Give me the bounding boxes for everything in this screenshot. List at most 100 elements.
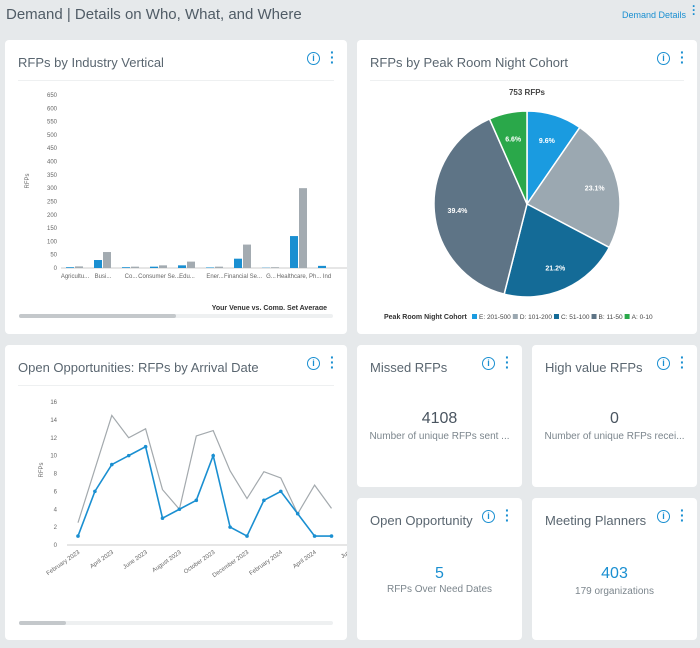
pie-slice [433, 117, 528, 296]
menu[interactable]: · · · [505, 502, 510, 528]
x-tick-label: February 2024 [249, 549, 285, 577]
bar [66, 267, 74, 268]
pie-slice [503, 202, 611, 298]
line-point [312, 534, 317, 538]
bar [187, 261, 195, 268]
bar [75, 266, 83, 268]
x-tick-label: February 2023 [46, 549, 82, 577]
y-tick-label: 650 [47, 93, 58, 99]
y-tick-label: 16 [50, 400, 57, 406]
y-tick-label: 300 [47, 186, 58, 192]
y-tick-label: 6 [54, 489, 58, 495]
kpi-card: Missed RFPs i · · · 4108 Number of unique … [357, 345, 522, 487]
line-point [211, 453, 215, 458]
y-tick-label: 4 [54, 507, 58, 513]
legend-label: C: 51-100 [561, 314, 590, 321]
legend-swatch [512, 314, 518, 319]
panel: RFPs by Industry Vertical i · · · 0 50 100 15… [5, 40, 347, 334]
x-tick-label: October 2023 [183, 549, 217, 575]
card-value: 0 [610, 410, 619, 427]
y-tick-label: 14 [50, 418, 57, 424]
menu[interactable]: · · · [330, 44, 335, 70]
slice-label: 9.6% [539, 138, 556, 145]
info-icon[interactable]: i [657, 357, 670, 370]
kpi-card: High value RFPs i · · · 0 Number of unique… [532, 345, 697, 487]
card-title: Open Opportunity [370, 513, 473, 528]
pie-slice [525, 126, 621, 249]
slice-label: 39.4% [448, 208, 469, 215]
line-point [295, 511, 300, 516]
line-point [76, 534, 80, 538]
y-axis-label: RFPs [25, 174, 31, 189]
legend-swatch [472, 314, 477, 319]
x-tick-label: August 2023 [151, 549, 183, 574]
bar [206, 267, 214, 268]
y-tick-label: 550 [47, 120, 58, 126]
line-point [279, 489, 283, 494]
page-menu[interactable]: · · · [692, 0, 696, 21]
x-tick-label: Healthcare, Ph... [277, 274, 322, 280]
line-point [93, 489, 97, 494]
bar [159, 265, 167, 268]
card-value: 5 [435, 565, 444, 582]
bar [122, 267, 130, 268]
divider [18, 80, 334, 81]
y-tick-label: 450 [47, 146, 58, 152]
bar [94, 260, 102, 268]
chart: 0 2 4 6 8 10 12 14 16 RFPs February 2023 April 2023… [39, 400, 347, 579]
line-point [177, 507, 182, 512]
bar [234, 258, 242, 268]
card-value: 403 [601, 565, 628, 582]
slice-label: 21.2% [545, 266, 566, 273]
menu[interactable]: · · · [680, 502, 685, 528]
x-tick-label: G... [266, 274, 276, 280]
info-icon[interactable]: i [307, 52, 320, 65]
x-tick-label: Edu... [179, 274, 195, 280]
line-point [143, 444, 148, 449]
card-caption: RFPs Over Need Dates [386, 584, 493, 595]
info-icon[interactable]: i [657, 510, 670, 523]
x-tick-label: Jun [340, 550, 347, 560]
y-tick-label: 400 [47, 160, 58, 166]
divider [370, 80, 684, 81]
panel: Open Opportunities: RFPs by Arrival Date… [5, 345, 347, 640]
y-tick-label: 500 [47, 133, 58, 139]
y-axis-label: RFPs [39, 463, 45, 478]
menu[interactable]: · · · [680, 349, 685, 375]
chart-subtitle: 753 RFPs [509, 88, 546, 97]
chart: 753 RFPs 9.6% 23.1% 21.2% 39.4% 6.6% Peak Room… [384, 88, 653, 321]
card-title: Missed RFPs [370, 360, 448, 375]
y-tick-label: 0 [54, 543, 58, 549]
line-point [110, 462, 114, 467]
line-series [77, 445, 332, 538]
y-tick-label: 10 [50, 454, 57, 460]
info-icon[interactable]: i [657, 52, 670, 65]
panel: RFPs by Peak Room Night Cohort i · · · 753… [357, 40, 697, 334]
panel-title: Open Opportunities: RFPs by Arrival Date [18, 360, 259, 375]
info-icon[interactable]: i [307, 357, 320, 370]
legend-label: E: 201-500 [479, 314, 511, 321]
kpi-card: Open Opportunity i · · · 5 RFPs Over Need … [357, 498, 522, 640]
menu[interactable]: · · · [330, 349, 335, 375]
x-tick-label: April 2023 [89, 549, 115, 570]
kpi-card: Meeting Planners i · · · 403 179 organizat… [532, 498, 697, 640]
y-tick-label: 600 [47, 106, 58, 112]
bar [215, 266, 223, 268]
card-caption: Number of unique RFPs recei... [544, 431, 685, 442]
scrollbar[interactable] [19, 621, 333, 625]
x-tick-label: Financial Se... [224, 274, 262, 280]
y-tick-label: 0 [54, 266, 58, 272]
menu[interactable]: · · · [680, 44, 685, 70]
x-tick-label: Ener... [206, 274, 224, 280]
panel-title: RFPs by Industry Vertical [18, 55, 164, 70]
info-icon[interactable]: i [482, 357, 495, 370]
details-link[interactable]: Demand Details [621, 10, 686, 20]
chart: 0 50 100 150 200 250 300 350 400 450 500 550 600 650 R… [25, 93, 347, 310]
panel-title: RFPs by Peak Room Night Cohort [370, 55, 568, 70]
line-point [126, 453, 131, 458]
scrollbar[interactable] [19, 314, 333, 318]
info-icon[interactable]: i [482, 510, 495, 523]
x-tick-label: April 2024 [292, 549, 318, 570]
menu[interactable]: · · · [505, 349, 510, 375]
